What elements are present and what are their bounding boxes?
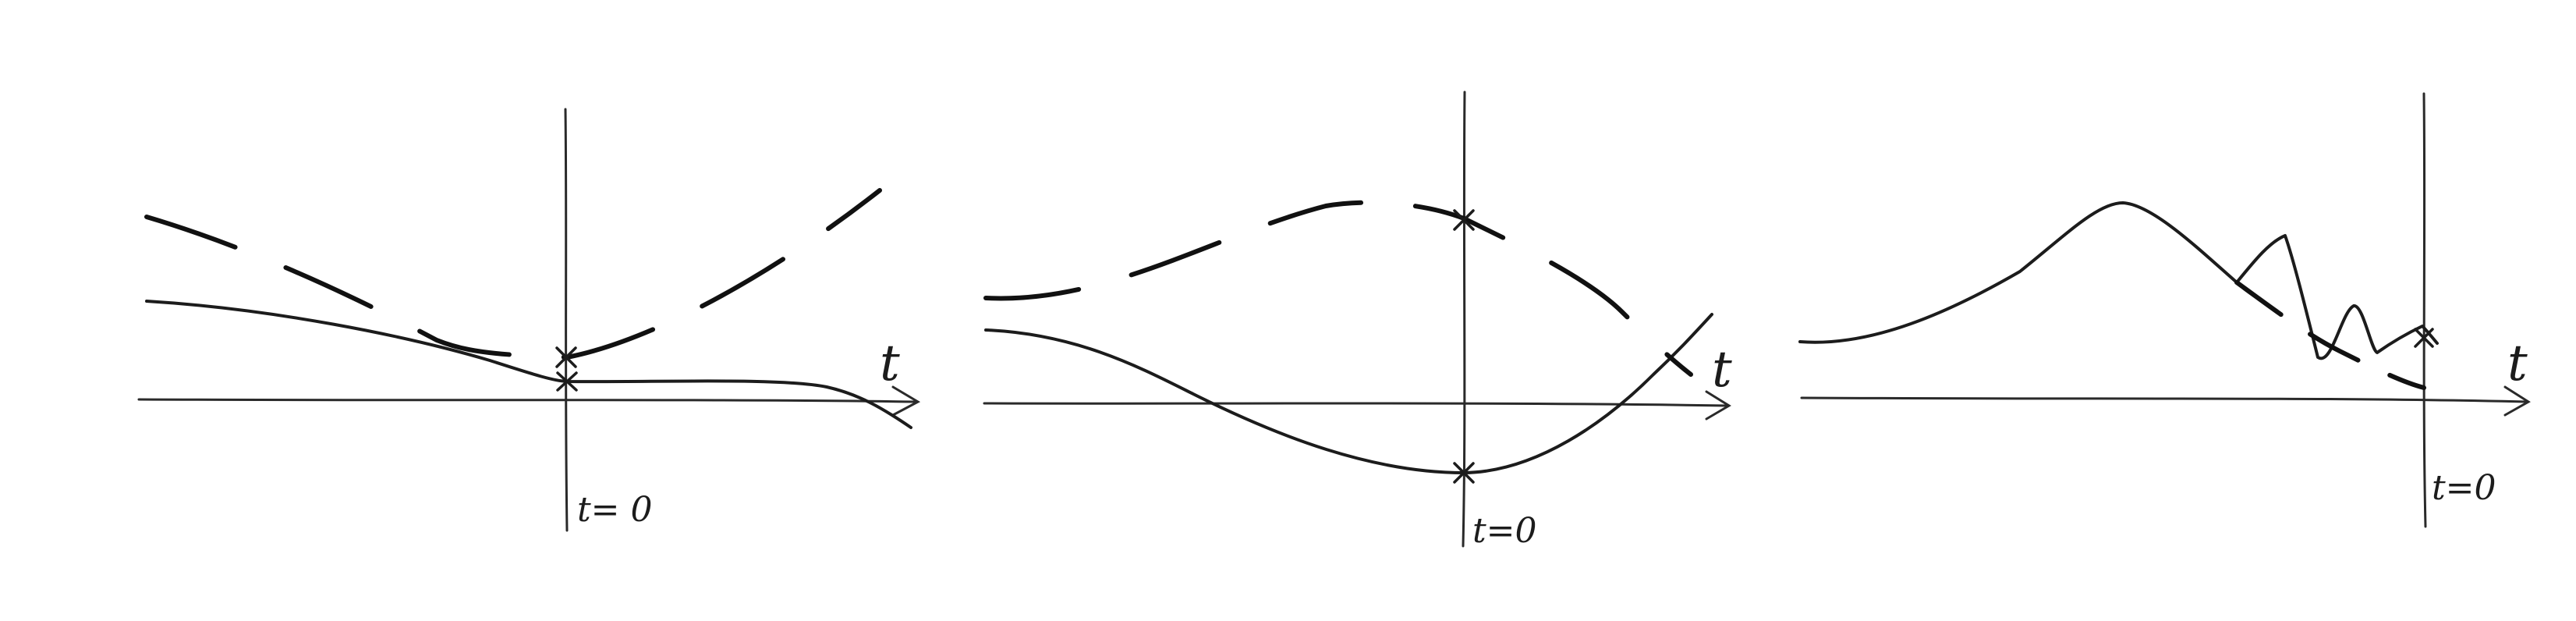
panel-3-marker <box>2414 328 2434 348</box>
panel-2: t t=0 <box>983 90 1732 551</box>
panel-1: t t= 0 <box>137 108 921 532</box>
panel-1-vertical-line-t0 <box>564 108 569 532</box>
panel-2-vertical-line-t0 <box>1462 90 1466 548</box>
panel-1-dashed-curve <box>144 188 882 360</box>
panel-3: t t=0 <box>1798 92 2531 528</box>
panel-3-t-axis-label: t <box>2507 335 2528 392</box>
panel-3-time-axis <box>1800 396 2528 403</box>
panel-3-dashed-curve <box>2234 280 2426 390</box>
panel-3-vertical-line-t0 <box>2422 92 2427 528</box>
panel-1-solid-curve <box>145 300 912 429</box>
panel-2-t-axis-label: t <box>1712 341 1732 399</box>
panel-2-time-axis <box>983 402 1729 407</box>
panel-3-t0-label: t=0 <box>2432 468 2496 508</box>
panel-1-t0-label: t= 0 <box>577 490 653 530</box>
panel-2-solid-curve <box>984 313 1713 474</box>
panel-3-time-axis-arrowhead <box>2503 385 2531 417</box>
panel-1-marker-lower <box>556 371 578 392</box>
panel-2-t0-label: t=0 <box>1472 511 1537 551</box>
panel-3-solid-curve <box>1798 201 2439 360</box>
panel-1-marker-upper <box>555 346 577 368</box>
panel-1-t-axis-label: t <box>880 335 900 392</box>
panel-2-marker-lower <box>1453 462 1475 484</box>
panel-1-time-axis <box>137 398 918 403</box>
panel-2-dashed-curve <box>983 200 1693 377</box>
panel-2-marker-upper <box>1453 209 1475 231</box>
panel-1-time-axis-arrowhead <box>891 385 921 417</box>
panel-2-time-axis-arrowhead <box>1705 390 1731 421</box>
